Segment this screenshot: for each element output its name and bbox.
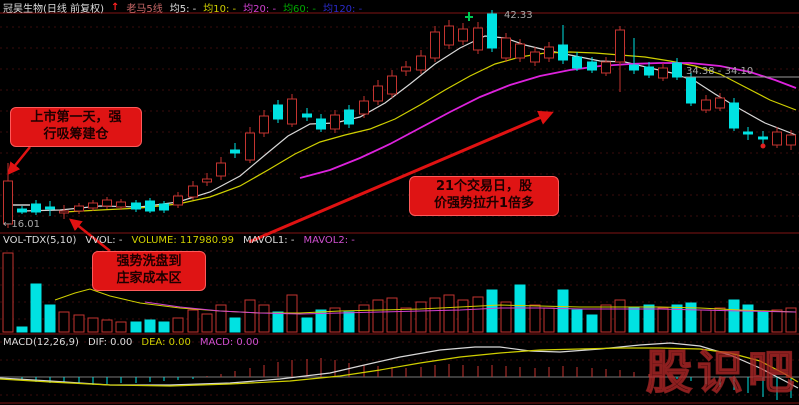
last-price-label: 34.38 - 34.10 xyxy=(686,66,754,77)
volume-value: VOLUME: 117980.99 xyxy=(131,235,234,246)
annotation-line: 上市第一天，强 xyxy=(30,110,122,125)
reference-lines xyxy=(13,76,799,206)
macd-pane-header: MACD(12,26,9) DIF: 0.00 DEA: 0.00 MACD: … xyxy=(3,337,259,348)
candles-layer xyxy=(3,10,796,228)
annotation-line: 价强势拉升1倍多 xyxy=(433,195,535,211)
vvol-value: VVOL: - xyxy=(85,235,123,246)
up-arrow-icon: ↑ xyxy=(110,1,120,13)
ma10-legend: 均10: - xyxy=(203,3,237,15)
ma20-legend: 均20: - xyxy=(243,3,277,15)
dea-value: DEA: 0.00 xyxy=(141,337,191,348)
annotation-box-washout: 强势洗盘到 庄家成本区 xyxy=(92,251,206,291)
annotation-line: 强势洗盘到 xyxy=(116,254,182,269)
ma120-legend: 均120: - xyxy=(322,3,363,15)
annotation-line: 21个交易日，股 xyxy=(435,179,533,194)
mavol2-value: MAVOL2: - xyxy=(303,235,355,246)
volume-pane-header: VOL-TDX(5,10) VVOL: - VOLUME: 117980.99 … xyxy=(3,235,355,246)
annotation-line: 行吸筹建仓 xyxy=(43,126,109,142)
pane-separators xyxy=(0,12,799,404)
macd-value: MACD: 0.00 xyxy=(199,337,259,348)
mavol1-value: MAVOL1: - xyxy=(242,235,295,246)
indicator-name: 老马5线 xyxy=(126,3,163,15)
annotation-box-rally: 21个交易日，股 价强势拉升1倍多 xyxy=(409,176,559,216)
high-price-label: 42.33 xyxy=(504,10,533,21)
ma5-legend: 均5: - xyxy=(169,3,197,15)
low-price-label: ←16.01 xyxy=(3,219,41,230)
vol-indicator-label: VOL-TDX(5,10) xyxy=(3,235,77,246)
stock-title: 冠昊生物(日线 前复权) xyxy=(3,3,104,15)
macd-lines-layer xyxy=(0,342,799,389)
macd-histogram-layer xyxy=(21,358,792,400)
title-bar: 冠昊生物(日线 前复权) ↑ 老马5线 均5: - 均10: - 均20: - … xyxy=(3,1,363,15)
signal-markers xyxy=(465,12,766,149)
ma60-legend: 均60: - xyxy=(283,3,316,15)
annotation-line: 庄家成本区 xyxy=(116,270,182,286)
annotation-arrows xyxy=(7,110,554,252)
dif-value: DIF: 0.00 xyxy=(87,337,133,348)
annotation-box-ipo: 上市第一天，强 行吸筹建仓 xyxy=(10,107,142,147)
macd-indicator-label: MACD(12,26,9) xyxy=(3,337,79,348)
volume-ma-layer xyxy=(54,288,797,315)
watermark: 股识吧 xyxy=(645,344,799,400)
